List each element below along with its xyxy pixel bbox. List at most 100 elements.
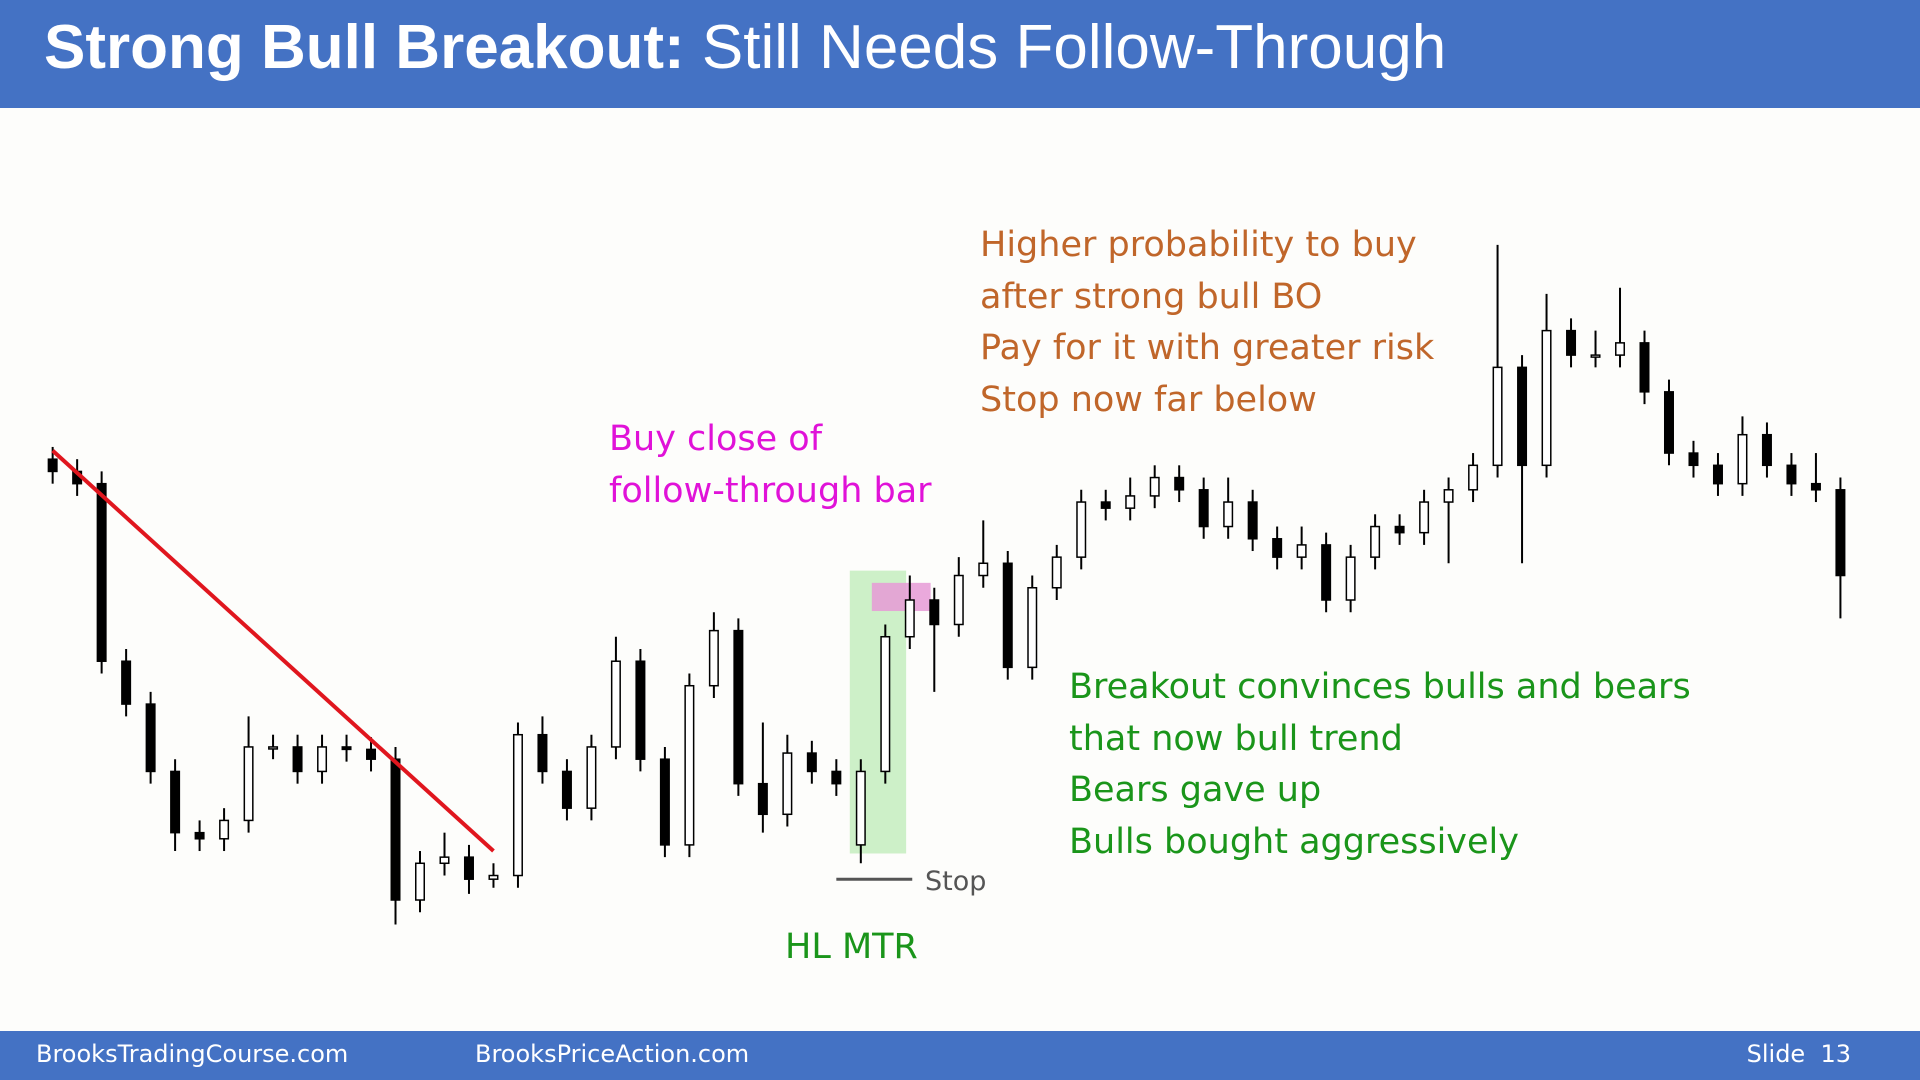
candle-body: [1370, 525, 1381, 558]
candle-body: [782, 752, 793, 816]
candle-body: [1688, 452, 1699, 467]
candle-body: [561, 770, 572, 809]
candle-body: [268, 746, 279, 750]
annotation-line: Bulls bought aggressively: [1069, 821, 1519, 862]
candle-body: [904, 599, 915, 638]
candle-body: [1149, 476, 1160, 497]
candle-body: [463, 856, 474, 880]
candle-body: [145, 703, 156, 773]
title: Strong Bull Breakout: Still Needs Follow…: [44, 12, 1446, 83]
candle-body: [121, 660, 132, 705]
candle-body: [1100, 501, 1111, 509]
candle-body: [880, 635, 891, 773]
candle-body: [1198, 489, 1209, 528]
footer: BrooksTradingCourse.com BrooksPriceActio…: [0, 1031, 1920, 1080]
title-bold: Strong Bull Breakout:: [44, 13, 685, 82]
candle-body: [953, 574, 964, 626]
annotation-magenta: Buy close of follow-through bar: [609, 414, 932, 517]
candle-body: [1174, 476, 1185, 491]
footer-left: BrooksTradingCourse.com: [36, 1040, 349, 1068]
candle-body: [439, 856, 450, 865]
candle-body: [1321, 544, 1332, 601]
candle-body: [1835, 489, 1846, 577]
candle-body: [831, 770, 842, 785]
annotation-line: Buy close of: [609, 419, 823, 459]
candle-body: [170, 770, 181, 834]
annotation-hl: HL MTR: [785, 922, 918, 974]
candle-body: [1443, 489, 1454, 503]
candle-body: [1517, 366, 1528, 467]
candle-body: [96, 482, 107, 662]
candle-body: [1810, 482, 1821, 491]
candle-body: [194, 831, 205, 840]
candle-body: [537, 733, 548, 773]
candle-body: [1712, 464, 1723, 485]
candle-body: [1663, 391, 1674, 454]
candle-body: [1223, 501, 1234, 528]
candle-body: [1639, 342, 1650, 393]
candle-body: [366, 748, 377, 760]
annotation-line: Bears gave up: [1069, 770, 1322, 810]
annotation-line: follow-through bar: [609, 470, 932, 511]
candle-body: [610, 660, 621, 748]
candle-body: [1615, 342, 1626, 356]
candle-body: [1468, 464, 1479, 491]
annotation-line: Breakout convinces bulls and bears: [1069, 667, 1691, 707]
candle-body: [1345, 556, 1356, 601]
annotation-stop: Stop: [925, 862, 986, 914]
candle-body: [1761, 433, 1772, 467]
candle-body: [1027, 587, 1038, 669]
annotation-orange: Higher probability to buy after strong bu…: [980, 220, 1434, 426]
candle-body: [929, 599, 940, 626]
candle-body: [243, 746, 254, 822]
annotation-line: after strong bull BO: [980, 276, 1323, 317]
candle-body: [978, 562, 989, 577]
candle-body: [659, 758, 670, 846]
title-rest: Still Needs Follow-Through: [701, 13, 1447, 82]
header: Strong Bull Breakout: Still Needs Follow…: [0, 0, 1920, 108]
hl-text: HL MTR: [785, 927, 918, 967]
candle-body: [586, 746, 597, 809]
candle-body: [733, 629, 744, 785]
candle-body: [341, 746, 352, 751]
candle-body: [1492, 366, 1503, 467]
candle-body: [1296, 544, 1307, 558]
annotation-line: Stop now far below: [980, 379, 1317, 420]
candle-body: [47, 458, 58, 473]
candle-body: [390, 758, 401, 901]
candle-body: [415, 862, 426, 901]
candle-body: [1051, 556, 1062, 589]
trendline: [51, 449, 495, 853]
highlight-zone: [871, 582, 931, 612]
annotation-green: Breakout convinces bulls and bears that n…: [1069, 662, 1691, 868]
annotation-line: Pay for it with greater risk: [980, 328, 1435, 368]
candle-body: [757, 782, 768, 816]
candle-body: [806, 752, 817, 773]
candle-body: [1394, 525, 1405, 534]
candle-body: [635, 660, 646, 760]
candle-body: [1002, 562, 1013, 669]
footer-center: BrooksPriceAction.com: [475, 1040, 750, 1068]
candle-body: [1419, 501, 1430, 534]
candle-body: [1786, 464, 1797, 485]
candle-body: [684, 684, 695, 846]
annotation-line: that now bull trend: [1069, 718, 1403, 759]
candle-body: [1737, 433, 1748, 485]
candle-body: [317, 746, 328, 773]
stop-text: Stop: [925, 866, 987, 897]
candle-body: [292, 746, 303, 773]
footer-slide: Slide 13: [1746, 1040, 1851, 1068]
candle-body: [1566, 329, 1577, 356]
candle-body: [1272, 538, 1283, 558]
candle-body: [1541, 329, 1552, 467]
candle-body: [488, 874, 499, 880]
candle-body: [708, 629, 719, 687]
candle-body: [1125, 495, 1136, 509]
candle-body: [1590, 354, 1601, 358]
candle-body: [855, 770, 866, 846]
candle-body: [1247, 501, 1258, 540]
annotation-line: Higher probability to buy: [980, 225, 1417, 265]
candle-body: [1076, 501, 1087, 558]
